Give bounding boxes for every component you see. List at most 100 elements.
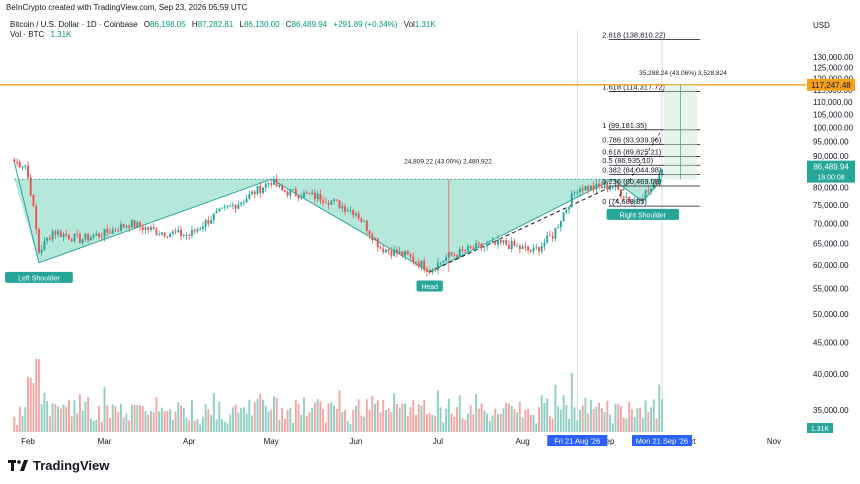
volume-bar	[193, 420, 196, 432]
volume-bar	[92, 420, 95, 432]
volume-bar	[292, 422, 295, 432]
volume-bar	[130, 404, 133, 432]
volume-bar	[477, 408, 480, 432]
candle-body	[141, 226, 144, 230]
candle-body	[461, 249, 464, 251]
candle-body	[595, 183, 598, 190]
left-shoulder-area	[14, 179, 272, 263]
volume-bar	[27, 376, 29, 432]
candle-body	[385, 249, 387, 253]
volume-study-name[interactable]: Vol · BTC	[10, 30, 45, 39]
candle-body	[70, 239, 73, 242]
y-tick-label: 105,000.00	[813, 110, 854, 119]
candle-body	[144, 227, 147, 230]
volume-bar	[303, 397, 305, 432]
volume-bar	[417, 404, 420, 432]
candle-body	[147, 227, 150, 230]
candle-body	[27, 165, 29, 178]
candle-body	[497, 239, 499, 245]
volume-bar	[65, 406, 68, 432]
candle-body	[661, 169, 663, 175]
candle-body	[223, 206, 226, 208]
volume-bar	[308, 412, 311, 432]
candle-body	[639, 199, 642, 201]
candle-body	[57, 231, 60, 235]
volume-bar	[404, 403, 407, 432]
time-marker-label: Fri 21 Aug '26	[554, 437, 600, 446]
volume-bar	[223, 421, 226, 432]
candle-body	[248, 193, 251, 199]
x-tick-label: Feb	[21, 437, 35, 446]
y-tick-label: 100,000.00	[813, 124, 854, 133]
volume-bar	[458, 395, 461, 432]
candle-body	[431, 269, 434, 273]
candle-body	[428, 271, 431, 273]
candle-body	[368, 230, 371, 235]
candle-body	[237, 204, 240, 209]
volume-bar	[611, 423, 614, 432]
candle-body	[458, 249, 461, 258]
candle-body	[32, 194, 35, 207]
volume-bars	[13, 358, 663, 432]
candle-body	[636, 199, 639, 201]
candle-body	[614, 184, 617, 187]
candles	[13, 157, 663, 277]
candle-body	[379, 247, 382, 249]
support-trendline	[429, 185, 613, 273]
volume-bar	[431, 414, 434, 432]
candle-body	[390, 250, 393, 256]
candle-body	[114, 229, 117, 231]
x-tick-label: Apr	[183, 437, 196, 446]
candle-body	[647, 190, 650, 192]
pattern-label-bg	[5, 271, 73, 283]
vol-value: 1.31K	[414, 20, 436, 29]
volume-bar	[327, 403, 330, 432]
volume-bar	[630, 409, 633, 432]
time-axis[interactable]: FebMarAprMayJunJulAugSepOctNovFri 21 Aug…	[21, 435, 781, 446]
pattern-label-bg	[606, 208, 680, 220]
volume-bar	[218, 401, 221, 432]
volume-bar	[439, 407, 442, 432]
volume-bar	[652, 399, 655, 432]
volume-bar	[155, 397, 158, 432]
price-axis[interactable]: USD130,000.00125,000.00120,000.00115,000…	[807, 21, 855, 433]
volume-bar	[324, 422, 327, 432]
close-value: 86,489.94	[291, 20, 328, 29]
candle-body	[100, 236, 103, 238]
candle-body	[13, 159, 16, 163]
volume-bar	[73, 400, 76, 432]
volume-bar	[237, 412, 240, 432]
candle-body	[308, 193, 311, 195]
pattern-label: Right Shoulder	[620, 212, 667, 219]
candle-body	[630, 201, 633, 203]
candle-body	[480, 243, 483, 248]
volume-bar	[445, 408, 448, 432]
volume-bar	[390, 411, 393, 432]
volume-bar	[240, 407, 243, 432]
volume-bar	[141, 406, 144, 432]
candle-body	[29, 177, 32, 195]
countdown-label: 18:00:08	[817, 175, 844, 182]
volume-bar	[639, 407, 642, 432]
volume-bar	[472, 414, 475, 432]
candle-body	[570, 193, 573, 208]
candle-body	[521, 246, 524, 250]
volume-bar	[174, 411, 177, 432]
volume-bar	[543, 402, 546, 432]
candle-body	[87, 233, 90, 241]
candle-body	[73, 233, 76, 242]
candle-body	[650, 188, 652, 192]
candle-body	[374, 238, 376, 241]
candle-body	[171, 231, 174, 234]
symbol-name[interactable]: Bitcoin / U.S. Dollar · 1D · Coinbase	[10, 20, 138, 29]
volume-study-value: 1.31K	[50, 30, 72, 39]
volume-bar	[89, 418, 92, 432]
volume-bar	[600, 408, 603, 432]
candle-body	[150, 227, 152, 230]
candle-body	[221, 207, 223, 209]
volume-bar	[360, 415, 363, 432]
candle-body	[193, 229, 196, 232]
candle-body	[406, 251, 409, 255]
fib-extension[interactable]: 2.618 (138,810.22) 1.618 (114,317.72) 1 (9…	[602, 30, 701, 207]
